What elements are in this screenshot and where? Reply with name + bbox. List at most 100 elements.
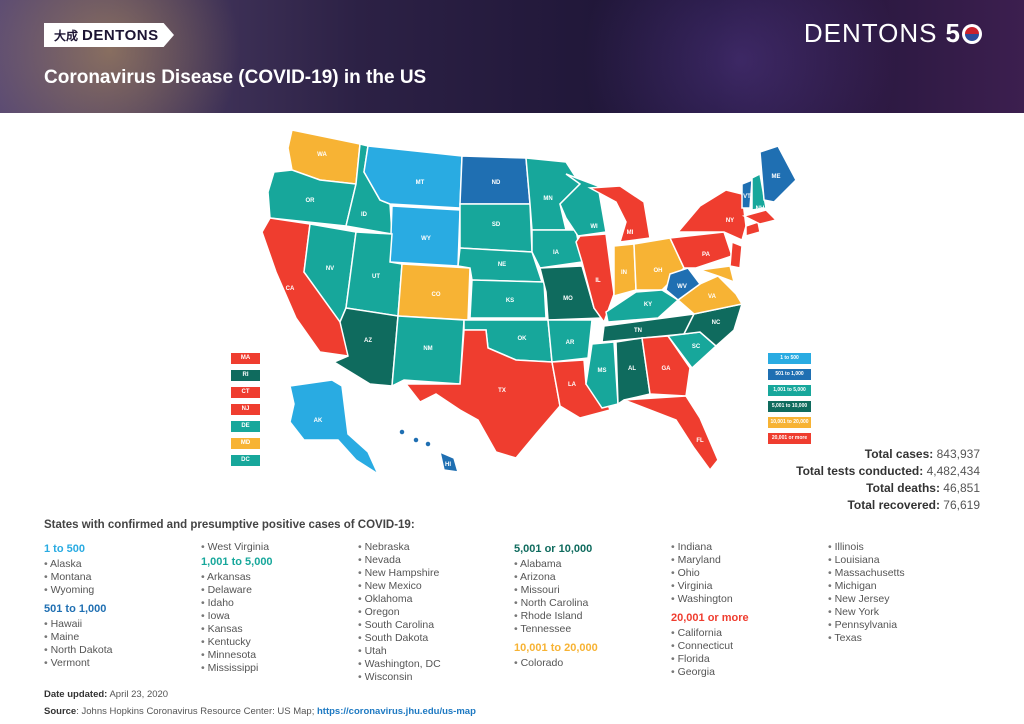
- list-item: Vermont: [44, 657, 112, 670]
- brand-text: DENTONS: [803, 18, 938, 48]
- total-recovered-value: 76,619: [943, 498, 980, 512]
- states-column-4: 5,001 or 10,000 Alabama Arizona Missouri…: [514, 541, 598, 670]
- brand-number: 5: [945, 18, 961, 48]
- list-item: Maine: [44, 631, 112, 644]
- states-column-3: Nebraska Nevada New Hampshire New Mexico…: [358, 541, 441, 684]
- legend-md: MD: [231, 438, 260, 449]
- label-mi: MI: [627, 230, 634, 236]
- label-wv: WV: [677, 284, 687, 290]
- list-item: Nebraska: [358, 541, 441, 554]
- list-item: Kentucky: [201, 636, 273, 649]
- label-ny: NY: [726, 218, 734, 224]
- list-item: Washington, DC: [358, 658, 441, 671]
- list-item: New Jersey: [828, 593, 905, 606]
- group-heading-5001-10000: 5,001 or 10,000: [514, 543, 593, 555]
- label-la: LA: [568, 382, 577, 388]
- state-ar: [547, 319, 593, 363]
- legend-range-3: 1,001 to 5,000: [768, 385, 811, 396]
- total-tests-value: 4,482,434: [926, 464, 980, 478]
- label-nv: NV: [326, 266, 334, 272]
- total-deaths-value: 46,851: [943, 481, 980, 495]
- state-nm: [391, 315, 465, 388]
- label-nh: NH: [756, 206, 765, 212]
- state-ny: [676, 189, 747, 242]
- label-tx: TX: [498, 388, 506, 394]
- us-map-svg: WA OR CA ID NV MT WY UT CO AZ NM ND SD N…: [261, 129, 797, 476]
- states-column-6: Illinois Louisiana Massachusetts Michiga…: [828, 541, 905, 645]
- label-in: IN: [621, 270, 627, 276]
- flag-seal-icon: [962, 23, 982, 44]
- list-item: Nevada: [358, 554, 441, 567]
- state-md: [699, 265, 736, 284]
- state-vt: [741, 178, 753, 209]
- dentons-logo: 大成 DENTONS: [44, 23, 174, 47]
- list-item: Kansas: [201, 623, 273, 636]
- list-item: Ohio: [671, 567, 749, 580]
- total-cases-value: 843,937: [936, 447, 980, 461]
- state-tx: [404, 329, 561, 459]
- header-banner: 大成 DENTONS DENTONS 5 Coronavirus Disease…: [0, 0, 1024, 113]
- list-item: North Carolina: [514, 597, 598, 610]
- list-item: Alaska: [44, 558, 112, 571]
- state-nj: [729, 240, 743, 269]
- state-me: [759, 145, 797, 203]
- banner-glow: [0, 0, 260, 113]
- legend-de: DE: [231, 421, 260, 432]
- label-ok: OK: [518, 336, 528, 342]
- label-mo: MO: [563, 296, 573, 302]
- date-updated-label: Date updated:: [44, 689, 108, 700]
- label-pa: PA: [702, 252, 711, 258]
- list-item: Georgia: [671, 666, 749, 679]
- page-title: Coronavirus Disease (COVID-19) in the US: [44, 67, 427, 88]
- group-heading-1001-5000: 1,001 to 5,000: [201, 556, 273, 568]
- label-sd: SD: [492, 222, 501, 228]
- legend-nj: NJ: [231, 404, 260, 415]
- legend-range-5: 10,001 to 20,000: [768, 417, 811, 428]
- label-wy: WY: [421, 236, 431, 242]
- label-nc: NC: [712, 320, 721, 326]
- state-ak: [289, 379, 380, 476]
- list-item: Hawaii: [44, 618, 112, 631]
- list-item: Texas: [828, 632, 905, 645]
- label-nm: NM: [423, 346, 432, 352]
- label-tn: TN: [634, 328, 642, 334]
- label-ia: IA: [553, 250, 560, 256]
- state-hi-island-2: [412, 436, 420, 444]
- list-item: North Dakota: [44, 644, 113, 657]
- state-hi-island-3: [424, 440, 432, 448]
- state-il: [575, 233, 615, 324]
- legend-range-4: 5,001 to 10,000: [768, 401, 811, 412]
- legend-ma: MA: [231, 353, 260, 364]
- banner-glow-2: [540, 0, 940, 113]
- list-item: Connecticut: [671, 640, 749, 653]
- group-heading-501-1000: 501 to 1,000: [44, 603, 107, 615]
- state-hi: [438, 450, 460, 473]
- label-ks: KS: [506, 298, 514, 304]
- list-item: South Carolina: [358, 619, 441, 632]
- list-item: Utah: [358, 645, 441, 658]
- list-item: Colorado: [514, 657, 598, 670]
- legend-dc: DC: [231, 455, 260, 466]
- label-wi: WI: [590, 224, 598, 230]
- list-item: Mississippi: [201, 662, 273, 675]
- date-updated: Date updated: April 23, 2020: [44, 689, 168, 700]
- state-wv: [665, 267, 702, 301]
- total-tests-label: Total tests conducted:: [796, 464, 924, 478]
- source-link[interactable]: https://coronavirus.jhu.edu/us-map: [317, 706, 476, 717]
- legend-ct: CT: [231, 387, 260, 398]
- legend-range-6: 20,001 or more: [768, 433, 811, 444]
- label-ut: UT: [372, 274, 380, 280]
- label-nd: ND: [492, 180, 501, 186]
- list-item: Rhode Island: [514, 610, 598, 623]
- states-column-1: 1 to 500 Alaska Montana Wyoming 501 to 1…: [44, 541, 112, 670]
- list-item: Louisiana: [828, 554, 905, 567]
- state-ms: [585, 341, 619, 409]
- list-item: Oregon: [358, 606, 441, 619]
- label-me: ME: [772, 174, 781, 180]
- state-al: [615, 337, 651, 406]
- list-item: Iowa: [201, 610, 273, 623]
- label-ca: CA: [286, 286, 295, 292]
- state-hi-island-1: [398, 428, 406, 436]
- list-item: Tennessee: [514, 623, 598, 636]
- state-mt: [363, 145, 463, 209]
